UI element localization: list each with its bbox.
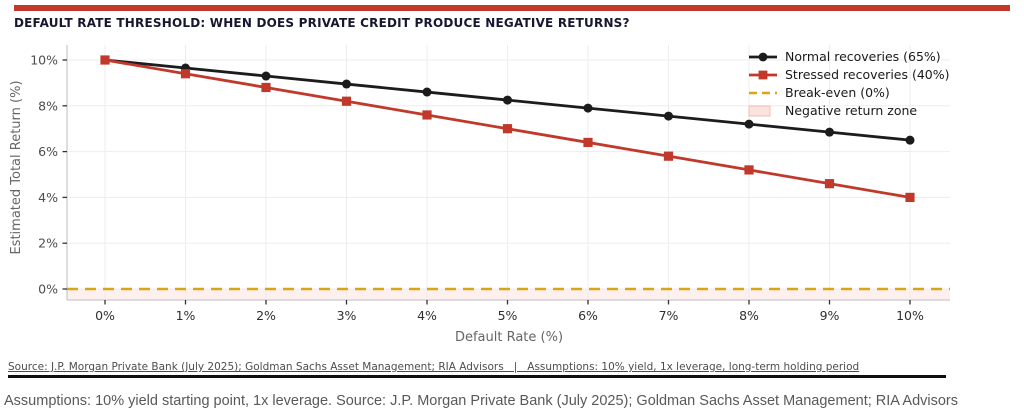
top-accent-bar bbox=[14, 5, 1010, 11]
legend-item-stressed: Stressed recoveries (40%) bbox=[748, 67, 950, 82]
source-line: Source: J.P. Morgan Private Bank (July 2… bbox=[8, 361, 860, 373]
svg-text:7%: 7% bbox=[659, 308, 679, 323]
svg-text:Default Rate (%): Default Rate (%) bbox=[455, 330, 563, 345]
svg-text:1%: 1% bbox=[176, 308, 196, 323]
svg-text:4%: 4% bbox=[38, 190, 58, 205]
circle-marker-icon bbox=[749, 52, 777, 61]
svg-text:4%: 4% bbox=[417, 308, 437, 323]
chart-title: DEFAULT RATE THRESHOLD: WHEN DOES PRIVAT… bbox=[14, 16, 630, 30]
chart-legend: Normal recoveries (65%) Stressed recoveri… bbox=[748, 49, 950, 118]
svg-text:2%: 2% bbox=[38, 236, 58, 251]
svg-text:6%: 6% bbox=[38, 144, 58, 159]
legend-item-normal: Normal recoveries (65%) bbox=[748, 49, 950, 64]
shaded-zone-icon bbox=[748, 105, 771, 116]
legend-label: Stressed recoveries (40%) bbox=[785, 67, 950, 82]
legend-label: Negative return zone bbox=[785, 103, 918, 118]
svg-text:8%: 8% bbox=[38, 98, 58, 113]
svg-text:9%: 9% bbox=[820, 308, 840, 323]
dashed-line-icon bbox=[749, 91, 777, 94]
legend-label: Normal recoveries (65%) bbox=[785, 49, 941, 64]
legend-item-negative-zone: Negative return zone bbox=[748, 103, 950, 118]
assumptions-caption: Assumptions: 10% yield starting point, 1… bbox=[4, 393, 958, 409]
svg-text:0%: 0% bbox=[38, 282, 58, 297]
legend-item-breakeven: Break-even (0%) bbox=[748, 85, 950, 100]
svg-text:6%: 6% bbox=[578, 308, 598, 323]
svg-text:3%: 3% bbox=[337, 308, 357, 323]
svg-text:Estimated Total Return (%): Estimated Total Return (%) bbox=[9, 80, 24, 254]
footer-rule bbox=[8, 375, 946, 378]
legend-label: Break-even (0%) bbox=[785, 85, 890, 100]
svg-text:10%: 10% bbox=[30, 53, 58, 68]
square-marker-icon bbox=[749, 70, 777, 79]
svg-text:10%: 10% bbox=[896, 308, 924, 323]
svg-text:5%: 5% bbox=[498, 308, 518, 323]
svg-text:0%: 0% bbox=[95, 308, 115, 323]
svg-text:2%: 2% bbox=[256, 308, 276, 323]
chart-canvas: 0% 1% 2% 3% 4% 5% 6% 7% 8% 9% 10% 0% 2% 4% 6% 8% 10% Defa… bbox=[9, 45, 950, 345]
svg-text:8%: 8% bbox=[739, 308, 759, 323]
